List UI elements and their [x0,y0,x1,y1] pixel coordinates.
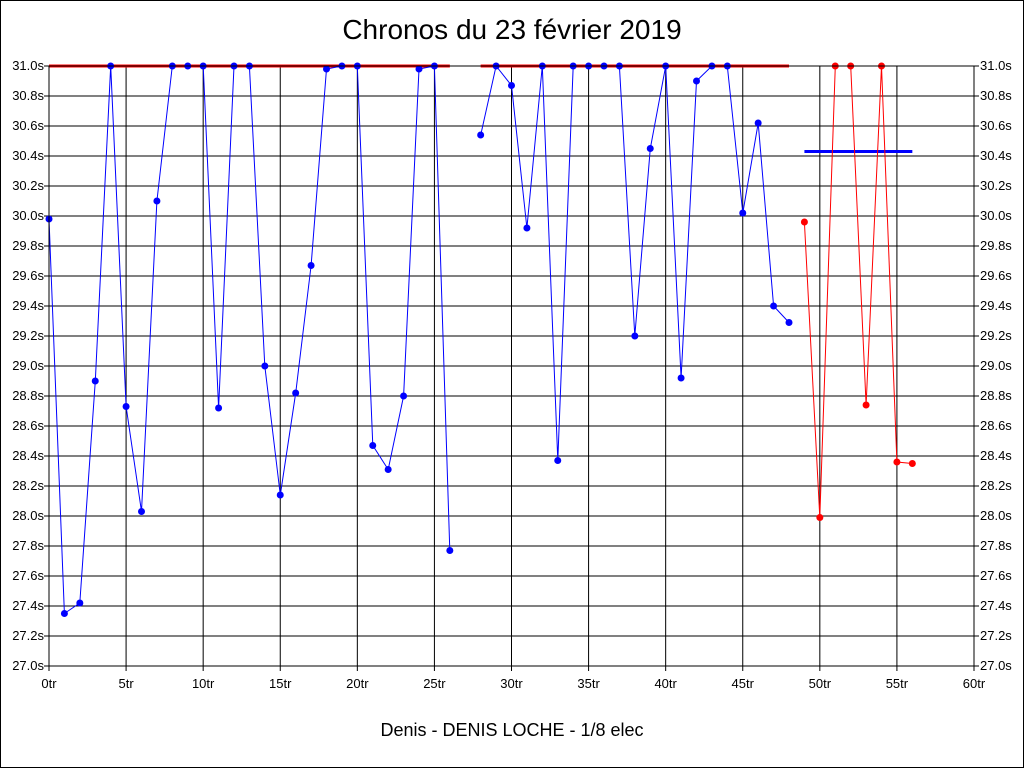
y-tick-label-right: 31.0s [980,58,1012,73]
y-tick-label-left: 30.0s [12,208,44,223]
data-point [770,303,777,310]
data-point [215,405,222,412]
y-tick-label-left: 28.0s [12,508,44,523]
series-line [804,66,912,518]
y-tick-label-left: 29.0s [12,358,44,373]
x-tick-label: 15tr [269,676,292,691]
y-tick-label-right: 29.6s [980,268,1012,283]
y-tick-label-left: 28.8s [12,388,44,403]
y-tick-label-right: 29.8s [980,238,1012,253]
data-point [92,378,99,385]
y-tick-label-left: 30.2s [12,178,44,193]
data-point [76,600,83,607]
data-point [647,145,654,152]
data-point [816,514,823,521]
x-tick-label: 25tr [423,676,446,691]
data-point [123,403,130,410]
y-tick-label-left: 27.8s [12,538,44,553]
data-point [755,120,762,127]
chart-subtitle: Denis - DENIS LOCHE - 1/8 elec [0,720,1024,741]
x-tick-label: 50tr [809,676,832,691]
y-tick-label-right: 27.6s [980,568,1012,583]
data-point [523,225,530,232]
y-tick-label-right: 29.0s [980,358,1012,373]
series-line [49,66,450,614]
data-point [863,402,870,409]
y-tick-label-right: 28.0s [980,508,1012,523]
y-tick-label-left: 27.6s [12,568,44,583]
data-point [261,363,268,370]
y-tick-label-left: 29.6s [12,268,44,283]
data-point [631,333,638,340]
data-point [909,460,916,467]
data-point [893,459,900,466]
y-tick-label-right: 28.4s [980,448,1012,463]
y-tick-label-right: 30.8s [980,88,1012,103]
y-tick-label-left: 29.2s [12,328,44,343]
x-tick-label: 10tr [192,676,215,691]
data-point [477,132,484,139]
y-tick-label-right: 30.2s [980,178,1012,193]
y-tick-label-right: 30.6s [980,118,1012,133]
data-series [46,63,916,618]
y-tick-label-right: 27.2s [980,628,1012,643]
y-tick-label-right: 29.2s [980,328,1012,343]
x-tick-label: 40tr [654,676,677,691]
data-point [308,262,315,269]
y-tick-label-left: 30.4s [12,148,44,163]
data-point [138,508,145,515]
data-point [739,210,746,217]
y-tick-label-right: 27.4s [980,598,1012,613]
data-point [554,457,561,464]
y-tick-label-right: 27.8s [980,538,1012,553]
y-tick-label-left: 29.8s [12,238,44,253]
x-tick-label: 0tr [41,676,57,691]
y-tick-label-left: 27.2s [12,628,44,643]
data-point [693,78,700,85]
x-tick-label: 45tr [732,676,755,691]
y-tick-label-left: 31.0s [12,58,44,73]
y-tick-label-right: 28.8s [980,388,1012,403]
y-tick-label-right: 27.0s [980,658,1012,673]
data-point [153,198,160,205]
y-tick-label-right: 28.6s [980,418,1012,433]
data-point [801,219,808,226]
x-tick-label: 30tr [500,676,523,691]
x-tick-label: 5tr [118,676,134,691]
y-tick-label-left: 30.8s [12,88,44,103]
y-tick-label-left: 30.6s [12,118,44,133]
data-point [678,375,685,382]
y-tick-label-right: 29.4s [980,298,1012,313]
data-point [416,66,423,73]
y-tick-label-left: 28.4s [12,448,44,463]
x-tick-label: 35tr [577,676,600,691]
y-tick-label-left: 27.0s [12,658,44,673]
grid-lines [44,66,979,671]
y-tick-label-left: 28.6s [12,418,44,433]
data-point [446,547,453,554]
y-tick-label-left: 28.2s [12,478,44,493]
data-point [508,82,515,89]
data-point [277,492,284,499]
data-point [61,610,68,617]
y-tick-label-right: 28.2s [980,478,1012,493]
x-tick-label: 20tr [346,676,369,691]
y-tick-label-left: 27.4s [12,598,44,613]
data-point [323,66,330,73]
data-point [292,390,299,397]
y-tick-label-right: 30.0s [980,208,1012,223]
x-tick-label: 55tr [886,676,909,691]
x-tick-label: 60tr [963,676,986,691]
y-tick-label-left: 29.4s [12,298,44,313]
data-point [400,393,407,400]
y-tick-label-right: 30.4s [980,148,1012,163]
data-point [786,319,793,326]
reference-lines [49,66,912,152]
data-point [385,466,392,473]
data-point [369,442,376,449]
